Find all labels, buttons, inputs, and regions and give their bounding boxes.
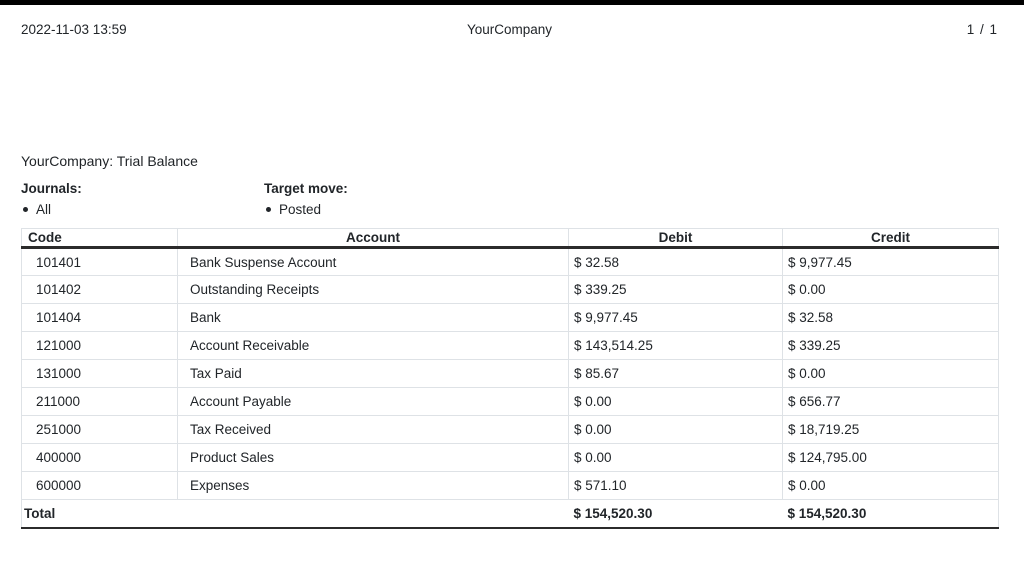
credit-cell: $ 9,977.45 (782, 247, 999, 276)
account-cell: Account Payable (177, 387, 569, 416)
table-row: 600000 Expenses $ 571.10 $ 0.00 (21, 471, 999, 500)
total-credit-cell: $ 154,520.30 (782, 499, 999, 529)
debit-cell: $ 571.10 (568, 471, 783, 500)
account-cell: Expenses (177, 471, 569, 500)
code-cell: 400000 (21, 443, 178, 472)
table-row: 101404 Bank $ 9,977.45 $ 32.58 (21, 303, 999, 332)
code-cell: 131000 (21, 359, 178, 388)
credit-cell: $ 339.25 (782, 331, 999, 360)
code-cell: 600000 (21, 471, 178, 500)
code-cell: 101404 (21, 303, 178, 332)
account-cell: Account Receivable (177, 331, 569, 360)
debit-cell: $ 85.67 (568, 359, 783, 388)
credit-cell: $ 0.00 (782, 471, 999, 500)
table-row: 251000 Tax Received $ 0.00 $ 18,719.25 (21, 415, 999, 444)
table-row: 400000 Product Sales $ 0.00 $ 124,795.00 (21, 443, 999, 472)
filter-target-move-label: Target move: (264, 181, 348, 196)
table-body: 101401 Bank Suspense Account $ 32.58 $ 9… (21, 247, 999, 500)
filter-target-move-item: Posted (264, 201, 348, 217)
filter-target-move-value: Posted (279, 201, 322, 217)
top-bar (0, 0, 1024, 5)
account-cell: Outstanding Receipts (177, 275, 569, 304)
table-row: 211000 Account Payable $ 0.00 $ 656.77 (21, 387, 999, 416)
credit-cell: $ 656.77 (782, 387, 999, 416)
code-cell: 101402 (21, 275, 178, 304)
table-footer: Total $ 154,520.30 $ 154,520.30 (21, 499, 999, 529)
filter-journals: Journals: All (21, 181, 82, 217)
account-cell: Bank Suspense Account (177, 247, 569, 276)
filter-journals-value: All (36, 201, 52, 217)
table-row: 121000 Account Receivable $ 143,514.25 $… (21, 331, 999, 360)
table-row: 131000 Tax Paid $ 85.67 $ 0.00 (21, 359, 999, 388)
account-cell: Bank (177, 303, 569, 332)
table-header: Code Account Debit Credit (21, 228, 999, 249)
total-label: Total (21, 499, 569, 529)
credit-cell: $ 0.00 (782, 359, 999, 388)
table-row: 101402 Outstanding Receipts $ 339.25 $ 0… (21, 275, 999, 304)
bullet-icon (23, 206, 28, 212)
column-header-debit: Debit (568, 228, 783, 249)
company-name: YourCompany (466, 22, 553, 37)
total-row: Total $ 154,520.30 $ 154,520.30 (21, 499, 999, 529)
code-cell: 251000 (21, 415, 178, 444)
debit-cell: $ 339.25 (568, 275, 783, 304)
debit-cell: $ 32.58 (568, 247, 783, 276)
bullet-icon (266, 206, 271, 212)
filter-target-move: Target move: Posted (264, 181, 348, 217)
filter-journals-item: All (21, 201, 82, 217)
credit-cell: $ 124,795.00 (782, 443, 999, 472)
debit-cell: $ 143,514.25 (568, 331, 783, 360)
debit-cell: $ 9,977.45 (568, 303, 783, 332)
account-cell: Product Sales (177, 443, 569, 472)
debit-cell: $ 0.00 (568, 415, 783, 444)
code-cell: 101401 (21, 247, 178, 276)
account-cell: Tax Received (177, 415, 569, 444)
filter-journals-label: Journals: (21, 181, 82, 196)
credit-cell: $ 18,719.25 (782, 415, 999, 444)
column-header-credit: Credit (782, 228, 999, 249)
print-datetime: 2022-11-03 13:59 (21, 22, 127, 37)
code-cell: 211000 (21, 387, 178, 416)
credit-cell: $ 0.00 (782, 275, 999, 304)
page-indicator: 1 / 1 (966, 22, 998, 37)
column-header-account: Account (177, 228, 569, 249)
code-cell: 121000 (21, 331, 178, 360)
header-row: Code Account Debit Credit (21, 228, 999, 249)
report-title: YourCompany: Trial Balance (21, 153, 198, 169)
account-cell: Tax Paid (177, 359, 569, 388)
column-header-code: Code (21, 228, 178, 249)
credit-cell: $ 32.58 (782, 303, 999, 332)
trial-balance-table: Code Account Debit Credit 101401 Bank Su… (21, 228, 999, 529)
debit-cell: $ 0.00 (568, 387, 783, 416)
document-header: 2022-11-03 13:59 YourCompany 1 / 1 (21, 22, 998, 40)
total-debit-cell: $ 154,520.30 (568, 499, 783, 529)
table-row: 101401 Bank Suspense Account $ 32.58 $ 9… (21, 247, 999, 276)
debit-cell: $ 0.00 (568, 443, 783, 472)
